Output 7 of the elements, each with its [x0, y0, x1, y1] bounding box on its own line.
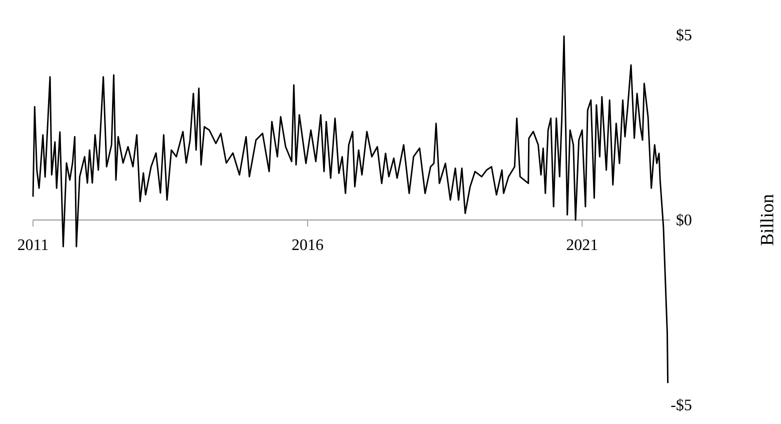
y-tick-label: -$5 — [671, 398, 692, 412]
y-tick-label: $5 — [676, 28, 692, 42]
x-tick-label: 2016 — [292, 239, 324, 250]
y-tick-label: $0 — [676, 214, 692, 226]
x-tick-label: 2021 — [566, 239, 598, 250]
y-axis-title: Billion — [760, 194, 774, 246]
x-tick-label: 2011 — [18, 239, 48, 250]
